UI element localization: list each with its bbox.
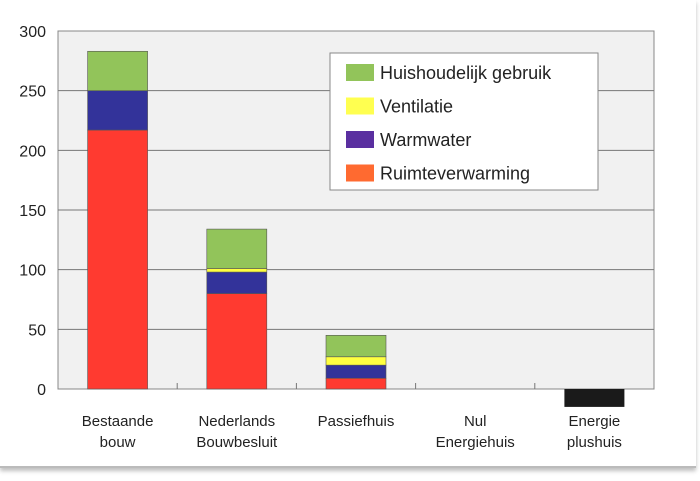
legend-swatch [346,97,374,115]
x-tick-label: Passiefhuis [318,413,395,430]
y-tick-label: 0 [37,382,46,399]
y-tick-label: 250 [19,84,46,101]
x-tick-label: Bestaande [82,413,154,430]
bar-segment-warmwater [325,364,387,379]
y-tick-label: 200 [19,143,46,160]
x-tick-label: Energie [569,413,621,430]
y-tick-label: 100 [19,263,46,280]
bar-negative [564,389,625,407]
x-tick-label: plushuis [567,434,622,451]
x-tick-label: Bouwbesluit [196,434,278,451]
legend-swatch [346,164,374,182]
x-tick-label: bouw [100,434,136,451]
legend-box [329,52,599,191]
y-tick-label: 300 [19,24,46,41]
bar-segment-ruimteverwarming [206,293,268,390]
bar-segment-huishoudelijk-gebruik [325,334,387,358]
bar-segment-warmwater [87,90,148,131]
bar-segment-ventilatie [206,268,268,273]
bar-segment-ruimteverwarming [87,129,148,390]
bar-segment-huishoudelijk-gebruik [87,50,148,91]
legend-label: Huishoudelijk gebruik [380,63,552,83]
x-tick-label: Nul [464,413,487,430]
y-tick-label: 50 [28,322,46,339]
legend-label: Ruimteverwarming [380,164,530,184]
bar-segment-ruimteverwarming [325,377,387,390]
bar-segment-warmwater [206,271,268,294]
legend-swatch [346,131,374,148]
chart-frame: 0 50 100 150 200 250 300 Bestaande bouw Nederland… [0,24,696,468]
x-tick-label: Energiehuis [436,434,515,451]
legend-swatch [346,64,374,81]
legend-label: Ventilatie [380,97,453,117]
y-tick-label: 150 [19,203,46,220]
legend-label: Warmwater [380,130,471,150]
bar-segment-ventilatie [325,356,387,366]
bar-segment-huishoudelijk-gebruik [206,228,268,269]
x-tick-label: Nederlands [198,413,275,430]
